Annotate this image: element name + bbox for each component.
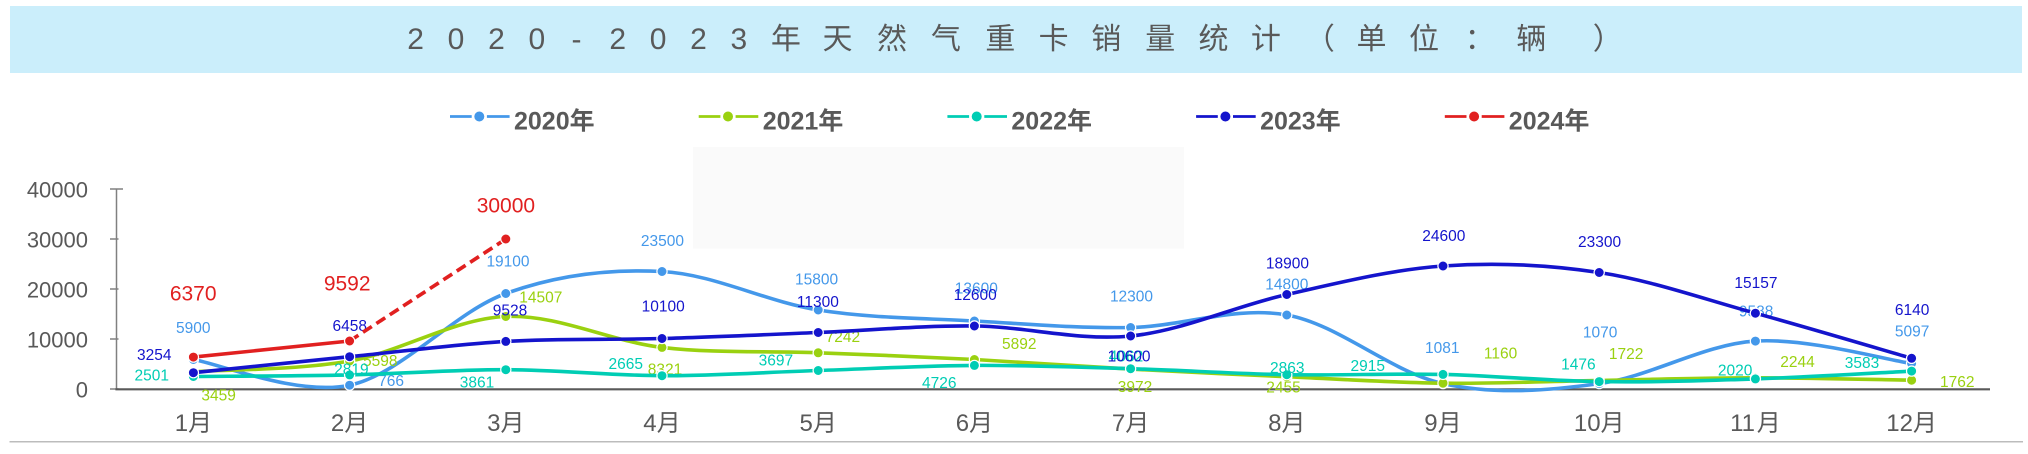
- svg-text:10100: 10100: [642, 299, 685, 316]
- svg-text:1081: 1081: [1425, 340, 1459, 357]
- svg-text:5097: 5097: [1895, 324, 1929, 341]
- svg-text:7: 7: [1112, 410, 1125, 437]
- svg-text:10: 10: [1574, 410, 1601, 437]
- svg-text:8: 8: [1268, 410, 1281, 437]
- svg-text:2: 2: [331, 410, 344, 437]
- svg-text:23500: 23500: [641, 233, 684, 250]
- svg-text:30000: 30000: [477, 194, 535, 217]
- svg-text:24600: 24600: [1422, 228, 1465, 245]
- svg-text:1476: 1476: [1561, 357, 1595, 374]
- svg-text:5900: 5900: [176, 320, 211, 337]
- svg-text:5: 5: [800, 410, 813, 437]
- svg-text:1762: 1762: [1940, 374, 1974, 391]
- svg-text:3459: 3459: [201, 388, 235, 405]
- svg-text:23300: 23300: [1578, 234, 1621, 251]
- svg-text:5892: 5892: [1002, 336, 1036, 353]
- svg-text:1722: 1722: [1609, 346, 1643, 363]
- svg-text:4726: 4726: [922, 375, 956, 392]
- svg-text:9528: 9528: [493, 302, 527, 319]
- svg-text:1: 1: [175, 410, 188, 437]
- svg-text:3254: 3254: [137, 347, 172, 364]
- svg-text:4: 4: [643, 410, 656, 437]
- svg-text:2455: 2455: [1266, 380, 1300, 397]
- svg-text:12: 12: [1886, 410, 1913, 437]
- svg-text:12600: 12600: [954, 287, 997, 304]
- svg-text:2915: 2915: [1351, 358, 1385, 375]
- svg-text:0: 0: [76, 378, 88, 403]
- svg-text:4062: 4062: [1109, 349, 1143, 366]
- svg-text:766: 766: [378, 373, 404, 390]
- svg-text:18900: 18900: [1266, 256, 1309, 273]
- svg-text:1070: 1070: [1583, 324, 1618, 341]
- svg-text:10600: 10600: [1107, 349, 1150, 366]
- svg-text:15157: 15157: [1734, 275, 1777, 292]
- svg-text:3861: 3861: [460, 375, 494, 392]
- svg-text:10000: 10000: [27, 328, 88, 353]
- svg-text:3: 3: [487, 410, 500, 437]
- svg-text:6140: 6140: [1895, 302, 1930, 319]
- svg-text:2022: 2022: [1011, 108, 1067, 136]
- svg-text:5598: 5598: [363, 353, 397, 370]
- svg-text:2020: 2020: [407, 23, 569, 56]
- svg-text:9: 9: [1424, 410, 1437, 437]
- svg-text:3697: 3697: [759, 352, 793, 369]
- svg-text:1160: 1160: [1484, 346, 1518, 363]
- svg-text:20000: 20000: [27, 278, 88, 303]
- svg-text:15800: 15800: [795, 272, 838, 289]
- svg-text:2819: 2819: [334, 362, 368, 379]
- svg-text:-: -: [572, 23, 582, 56]
- svg-text:3972: 3972: [1118, 379, 1152, 396]
- svg-text:14800: 14800: [1265, 277, 1308, 294]
- svg-text:2024: 2024: [1509, 108, 1565, 136]
- svg-text:40000: 40000: [27, 178, 88, 203]
- svg-text:6370: 6370: [170, 282, 217, 305]
- svg-text:2863: 2863: [1270, 360, 1304, 377]
- svg-text:2023: 2023: [1260, 108, 1316, 136]
- svg-text:6458: 6458: [333, 318, 367, 335]
- svg-text:6: 6: [956, 410, 969, 437]
- svg-text:11300: 11300: [797, 294, 839, 311]
- svg-text:13600: 13600: [955, 281, 998, 298]
- svg-text:14507: 14507: [519, 289, 562, 306]
- svg-text:2020: 2020: [1718, 363, 1753, 380]
- svg-text:2244: 2244: [1780, 354, 1815, 371]
- svg-text:2501: 2501: [135, 368, 169, 385]
- svg-text:2665: 2665: [609, 356, 643, 373]
- svg-text:11: 11: [1730, 410, 1755, 437]
- svg-text:3583: 3583: [1845, 355, 1879, 372]
- svg-text:12300: 12300: [1110, 289, 1153, 306]
- svg-text:2021: 2021: [763, 108, 819, 136]
- svg-text:19100: 19100: [486, 254, 529, 271]
- svg-text:9592: 9592: [324, 272, 371, 295]
- svg-text:2023: 2023: [609, 23, 771, 56]
- svg-text:30000: 30000: [27, 228, 88, 253]
- svg-text:2020: 2020: [514, 108, 570, 136]
